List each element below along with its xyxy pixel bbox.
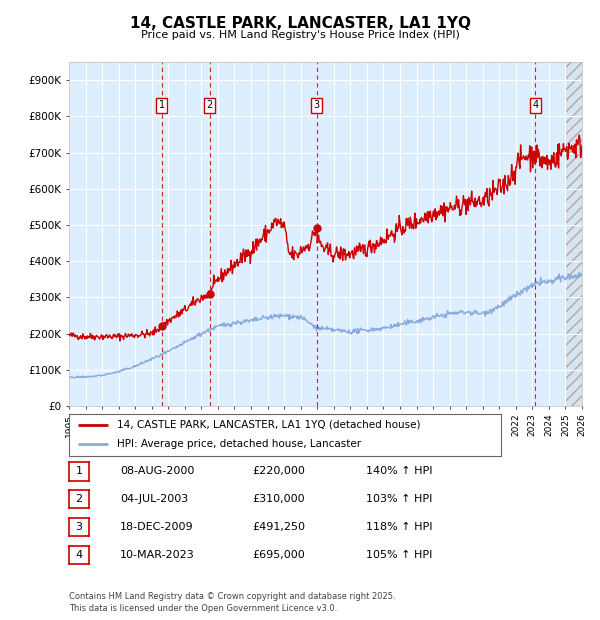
Text: £491,250: £491,250 xyxy=(252,522,305,532)
Text: HPI: Average price, detached house, Lancaster: HPI: Average price, detached house, Lanc… xyxy=(116,440,361,450)
Text: £220,000: £220,000 xyxy=(252,466,305,476)
Bar xyxy=(565,62,582,406)
Text: £310,000: £310,000 xyxy=(252,494,305,504)
Text: 10-MAR-2023: 10-MAR-2023 xyxy=(120,550,195,560)
Text: 14, CASTLE PARK, LANCASTER, LA1 1YQ (detached house): 14, CASTLE PARK, LANCASTER, LA1 1YQ (det… xyxy=(116,420,420,430)
Text: 14, CASTLE PARK, LANCASTER, LA1 1YQ: 14, CASTLE PARK, LANCASTER, LA1 1YQ xyxy=(130,16,470,30)
Text: 18-DEC-2009: 18-DEC-2009 xyxy=(120,522,194,532)
Text: 08-AUG-2000: 08-AUG-2000 xyxy=(120,466,194,476)
Text: 1: 1 xyxy=(76,466,82,476)
Text: Price paid vs. HM Land Registry's House Price Index (HPI): Price paid vs. HM Land Registry's House … xyxy=(140,30,460,40)
Text: 4: 4 xyxy=(76,550,82,560)
Text: 3: 3 xyxy=(314,100,320,110)
Text: Contains HM Land Registry data © Crown copyright and database right 2025.
This d: Contains HM Land Registry data © Crown c… xyxy=(69,591,395,613)
Text: 4: 4 xyxy=(532,100,539,110)
Text: 118% ↑ HPI: 118% ↑ HPI xyxy=(366,522,433,532)
Text: 140% ↑ HPI: 140% ↑ HPI xyxy=(366,466,433,476)
Text: 3: 3 xyxy=(76,522,82,532)
Bar xyxy=(565,62,582,406)
Text: 1: 1 xyxy=(158,100,165,110)
Text: 2: 2 xyxy=(206,100,213,110)
Text: 04-JUL-2003: 04-JUL-2003 xyxy=(120,494,188,504)
Text: 2: 2 xyxy=(76,494,82,504)
Text: 105% ↑ HPI: 105% ↑ HPI xyxy=(366,550,433,560)
Text: 103% ↑ HPI: 103% ↑ HPI xyxy=(366,494,433,504)
Text: £695,000: £695,000 xyxy=(252,550,305,560)
